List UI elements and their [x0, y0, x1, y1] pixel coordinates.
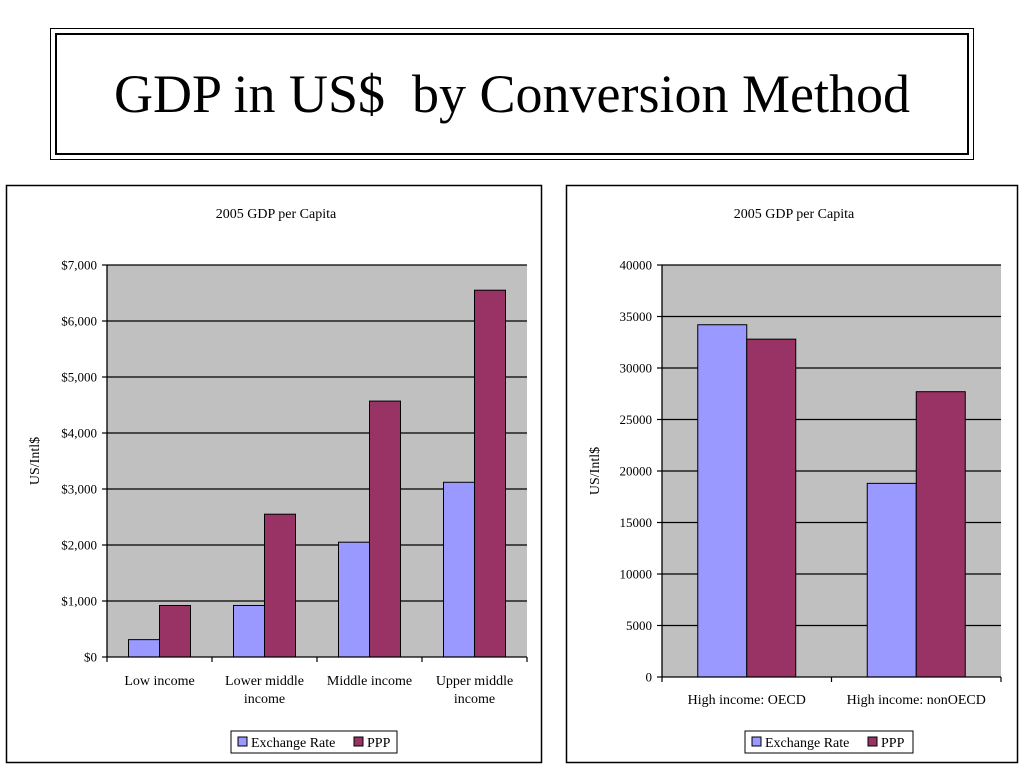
y-tick-label-6-000: $6,000: [61, 314, 97, 329]
y-tick-label-4-000: $4,000: [61, 426, 97, 441]
bar-exchange-rate-upper-middle-income: [443, 481, 475, 658]
legend-label-exchange-rate: Exchange Rate: [765, 736, 849, 751]
x-tick-label-upper-middle-income: Upper middle income: [436, 674, 513, 707]
y-tick-label-3-000: $3,000: [61, 482, 97, 497]
chart-panel-income-groups: 2005 GDP per Capita $0 $1,000 $2,000 $3,000 $…: [5, 184, 543, 764]
y-tick-label-15000: 15000: [620, 515, 653, 530]
y-tick-label-0: 0: [646, 670, 653, 685]
y-axis-label: US/Intl$: [588, 447, 603, 495]
slide-title-frame: GDP in US$ by Conversion Method: [50, 28, 974, 160]
x-tick-label-middle-income: Middle income: [327, 674, 412, 689]
legend: Exchange Rate PPP: [744, 730, 914, 754]
y-tick-label-30000: 30000: [620, 361, 653, 376]
legend-label-ppp: PPP: [367, 736, 391, 751]
chart-income-groups: 2005 GDP per Capita $0 $1,000 $2,000 $3,000 $…: [5, 184, 543, 764]
bar-exchange-rate-middle-income: [338, 541, 370, 658]
bar-ppp-lower-middle-income: [264, 513, 296, 658]
bar-ppp-high-income-oecd: [746, 338, 797, 678]
bar-ppp-middle-income: [369, 400, 401, 658]
y-tick-label-5-000: $5,000: [61, 370, 97, 385]
y-tick-label-20000: 20000: [620, 464, 653, 479]
y-axis-label: US/Intl$: [28, 437, 43, 485]
legend-swatch-ppp: [353, 736, 364, 747]
legend-label-ppp: PPP: [881, 736, 905, 751]
bar-ppp-upper-middle-income: [474, 289, 506, 658]
bar-ppp-low-income: [159, 604, 191, 658]
legend-swatch-ppp: [867, 736, 878, 747]
y-tick-label-10000: 10000: [620, 567, 653, 582]
x-tick-label-low-income: Low income: [124, 674, 194, 689]
y-tick-label-1-000: $1,000: [61, 594, 97, 609]
slide-title-inner-frame: GDP in US$ by Conversion Method: [55, 33, 969, 155]
x-tick-label-high-income-nonoecd: High income: nonOECD: [847, 693, 986, 708]
legend-swatch-exchange-rate: [237, 736, 248, 747]
y-tick-label-25000: 25000: [620, 412, 653, 427]
chart-panel-high-income: 2005 GDP per Capita 0 5000 10000 15000 20000 2…: [565, 184, 1019, 764]
x-tick-label-lower-middle-income: Lower middle income: [225, 674, 304, 707]
y-tick-label-35000: 35000: [620, 309, 653, 324]
x-tick-label-high-income-oecd: High income: OECD: [688, 693, 806, 708]
y-tick-label-0: $0: [84, 650, 97, 665]
bar-ppp-high-income-nonoecd: [915, 391, 966, 678]
legend-label-exchange-rate: Exchange Rate: [251, 736, 335, 751]
chart-high-income: 2005 GDP per Capita 0 5000 10000 15000 20000 2…: [565, 184, 1019, 764]
y-tick-label-40000: 40000: [620, 258, 653, 273]
y-tick-label-7-000: $7,000: [61, 258, 97, 273]
y-tick-label-5000: 5000: [626, 618, 652, 633]
bar-exchange-rate-high-income-nonoecd: [866, 482, 917, 678]
legend: Exchange Rate PPP: [230, 730, 398, 754]
slide-title: GDP in US$ by Conversion Method: [113, 64, 911, 124]
chart-title: 2005 GDP per Capita: [734, 207, 855, 222]
bar-exchange-rate-low-income: [128, 639, 160, 658]
bar-exchange-rate-high-income-oecd: [697, 324, 748, 678]
legend-swatch-exchange-rate: [751, 736, 762, 747]
bar-exchange-rate-lower-middle-income: [233, 604, 265, 658]
y-tick-label-2-000: $2,000: [61, 538, 97, 553]
chart-title: 2005 GDP per Capita: [216, 207, 337, 222]
